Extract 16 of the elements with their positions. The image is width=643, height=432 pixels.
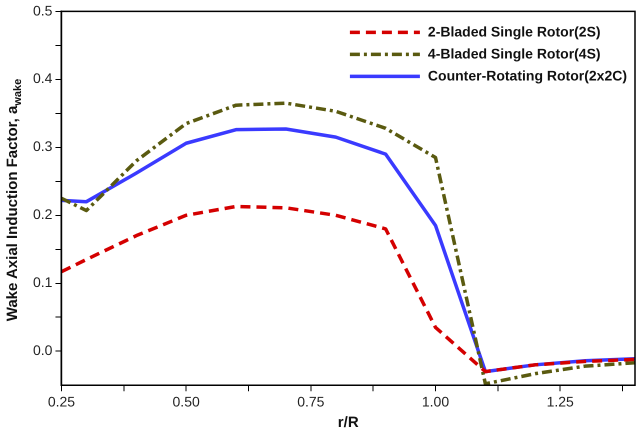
line-series: [61, 204, 635, 374]
text: 1.00: [422, 393, 450, 410]
y-tick-label: 0.5: [32, 2, 53, 18]
x-axis-title: r/R: [338, 414, 359, 432]
y-tick-label: 0.4: [32, 70, 53, 86]
legend-label: 4-Bladed Single Rotor(4S): [428, 45, 601, 62]
y-tick-label: 0.2: [32, 206, 53, 222]
x-tick-label: 0.25: [48, 393, 76, 410]
legend-label: Counter-Rotating Rotor(2x2C): [428, 67, 628, 84]
y-tick-label: 0.0: [32, 342, 53, 358]
x-tick-label: 1.25: [546, 393, 574, 410]
x-tick-label: 0.75: [297, 393, 325, 410]
y-tick-label: 0.3: [32, 138, 53, 154]
legend-label: 2-Bladed Single Rotor(2S): [428, 23, 601, 40]
text: 0.50: [172, 393, 200, 410]
y-tick-label: 0.1: [32, 274, 53, 290]
